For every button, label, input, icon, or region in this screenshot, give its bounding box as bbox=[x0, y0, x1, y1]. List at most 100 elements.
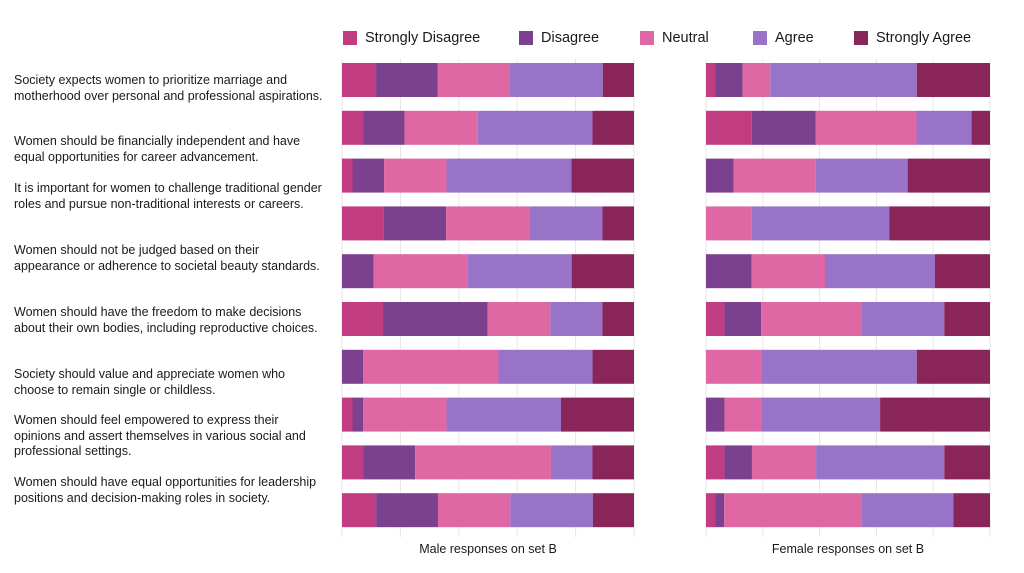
bar-segment-disagree bbox=[342, 349, 364, 384]
bar-segment-disagree bbox=[724, 302, 762, 336]
bar-segment-neutral bbox=[415, 445, 551, 480]
bar-segment-neutral bbox=[706, 349, 762, 384]
bar-segment-neutral bbox=[404, 110, 478, 145]
bar-segment-disagree bbox=[342, 254, 374, 289]
statement-label: Women should have equal opportunities fo… bbox=[14, 475, 317, 505]
bar-segment-neutral bbox=[373, 254, 468, 289]
legend-label: Agree bbox=[775, 30, 814, 46]
bar-segment-disagree bbox=[706, 158, 734, 193]
bar-segment-neutral bbox=[815, 110, 917, 145]
bar-segment-strongly-agree bbox=[916, 63, 990, 97]
bar-segment-neutral bbox=[437, 493, 511, 528]
bar-segment-strongly-disagree bbox=[706, 110, 752, 145]
chart-legend: Strongly Disagree Disagree Neutral Agree Str… bbox=[0, 0, 1024, 60]
bar-segment-agree bbox=[509, 63, 603, 97]
bar-segment-disagree bbox=[352, 397, 364, 432]
bar-segment-neutral bbox=[751, 254, 825, 289]
bar-segment-strongly-disagree bbox=[706, 445, 725, 480]
bar-segment-neutral bbox=[446, 206, 530, 241]
bar-segment-disagree bbox=[376, 493, 438, 528]
legend-item-disagree: Disagree bbox=[519, 30, 599, 46]
bar-segment-strongly-disagree bbox=[706, 302, 725, 336]
bar-segment-strongly-agree bbox=[602, 206, 634, 241]
bar-segment-strongly-disagree bbox=[706, 63, 716, 97]
bar-segment-agree bbox=[477, 110, 593, 145]
bar-segment-strongly-agree bbox=[889, 206, 990, 241]
statement-label: It is important for women to challenge t… bbox=[14, 181, 322, 211]
legend-swatch bbox=[519, 31, 533, 45]
bar-segment-neutral bbox=[363, 397, 447, 432]
bar-segment-strongly-agree bbox=[592, 493, 634, 528]
legend-item-strongly-agree: Strongly Agree bbox=[854, 30, 971, 46]
bar-segment-agree bbox=[446, 158, 572, 193]
bar-segment-disagree bbox=[715, 63, 743, 97]
bar-segment-strongly-disagree bbox=[342, 158, 353, 193]
bar-segment-strongly-disagree bbox=[342, 493, 377, 528]
bar-segment-strongly-agree bbox=[944, 445, 990, 480]
bar-segment-strongly-disagree bbox=[342, 63, 377, 97]
bar-segment-strongly-agree bbox=[916, 349, 990, 384]
bar-segment-strongly-agree bbox=[592, 110, 634, 145]
bar-segment-agree bbox=[761, 397, 881, 432]
legend-label: Strongly Agree bbox=[876, 30, 972, 46]
bar-segment-neutral bbox=[706, 206, 752, 241]
bar-segment-disagree bbox=[382, 302, 488, 336]
bar-segment-neutral bbox=[724, 493, 862, 528]
statement-label: Society should value and appreciate wome… bbox=[14, 367, 286, 397]
bar-segment-neutral bbox=[724, 397, 762, 432]
male-chart-title: Male responses on set B bbox=[419, 542, 557, 556]
bar-segment-agree bbox=[529, 206, 603, 241]
bar-segment-strongly-agree bbox=[571, 158, 634, 193]
bar-segment-strongly-agree bbox=[561, 397, 634, 432]
bar-segment-neutral bbox=[751, 445, 817, 480]
bar-segment-strongly-agree bbox=[571, 254, 634, 289]
bar-segment-neutral bbox=[733, 158, 816, 193]
legend-swatch bbox=[854, 31, 868, 45]
bar-segment-strongly-agree bbox=[880, 397, 990, 432]
legend-swatch bbox=[640, 31, 654, 45]
bar-segment-strongly-disagree bbox=[342, 397, 353, 432]
bar-segment-strongly-disagree bbox=[342, 110, 364, 145]
bar-segment-strongly-agree bbox=[934, 254, 990, 289]
bar-segment-agree bbox=[467, 254, 572, 289]
legend-swatch bbox=[753, 31, 767, 45]
bar-segment-disagree bbox=[352, 158, 385, 193]
bar-segment-strongly-disagree bbox=[342, 445, 364, 480]
bar-segment-strongly-agree bbox=[592, 445, 634, 480]
bar-segment-disagree bbox=[363, 445, 416, 480]
bar-segment-strongly-agree bbox=[592, 349, 634, 384]
bar-segment-disagree bbox=[706, 397, 725, 432]
bar-segment-agree bbox=[550, 302, 603, 336]
bar-segment-agree bbox=[446, 397, 561, 432]
bar-segment-disagree bbox=[376, 63, 438, 97]
bar-segment-neutral bbox=[761, 302, 862, 336]
statement-label: Society expects women to prioritize marr… bbox=[14, 73, 323, 103]
bar-segment-agree bbox=[815, 158, 908, 193]
bar-segment-disagree bbox=[383, 206, 447, 241]
bar-segment-agree bbox=[498, 349, 593, 384]
bar-segment-strongly-agree bbox=[602, 63, 634, 97]
bar-segment-agree bbox=[770, 63, 917, 97]
bar-segment-agree bbox=[825, 254, 935, 289]
bar-segment-agree bbox=[916, 110, 972, 145]
legend-item-neutral: Neutral bbox=[640, 30, 709, 46]
bar-segment-agree bbox=[816, 445, 945, 480]
bar-segment-strongly-disagree bbox=[342, 302, 383, 336]
bar-segment-neutral bbox=[487, 302, 551, 336]
legend-label: Neutral bbox=[662, 30, 709, 46]
bar-segment-strongly-agree bbox=[907, 158, 990, 193]
bar-segment-agree bbox=[861, 302, 945, 336]
legend-swatch bbox=[343, 31, 357, 45]
bar-segment-neutral bbox=[363, 349, 499, 384]
statement-label: Women should have the freedom to make de… bbox=[14, 305, 318, 335]
legend-label: Disagree bbox=[541, 30, 600, 46]
bar-segment-disagree bbox=[751, 110, 816, 145]
bar-segment-strongly-disagree bbox=[342, 206, 384, 241]
female-chart-title: Female responses on set B bbox=[771, 542, 925, 556]
bar-segment-disagree bbox=[724, 445, 752, 480]
bar-segment-disagree bbox=[706, 254, 752, 289]
bar-segment-neutral bbox=[384, 158, 447, 193]
bar-segment-strongly-agree bbox=[971, 110, 990, 145]
bar-segment-disagree bbox=[363, 110, 405, 145]
